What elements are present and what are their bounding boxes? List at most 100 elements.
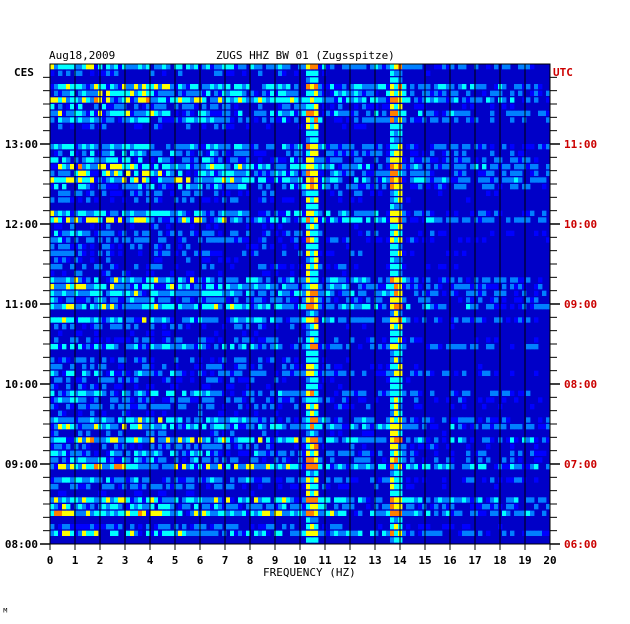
heatmap-cell (262, 477, 267, 483)
heatmap-cell (534, 304, 539, 310)
heatmap-cell (438, 184, 443, 190)
heatmap-cell (466, 217, 471, 223)
heatmap-cell (422, 304, 427, 310)
heatmap-cell (358, 157, 363, 163)
heatmap-cell (226, 164, 231, 170)
heatmap-cell (134, 90, 139, 96)
heatmap-cell (542, 144, 547, 150)
heatmap-cell (50, 104, 55, 110)
heatmap-cell (274, 450, 279, 456)
heatmap-cell (74, 497, 79, 503)
heatmap-cell (54, 250, 59, 256)
heatmap-cell (330, 104, 335, 110)
heatmap-cell (330, 177, 335, 183)
heatmap-cell (158, 524, 163, 530)
heatmap-cell (290, 304, 295, 310)
heatmap-cell (306, 537, 311, 543)
heatmap-cell (190, 377, 195, 383)
heatmap-cell (162, 410, 167, 416)
heatmap-cell (534, 317, 539, 323)
heatmap-cell (306, 337, 311, 343)
heatmap-cell (182, 250, 187, 256)
heatmap-cell (406, 144, 411, 150)
heatmap-cell (54, 150, 59, 156)
heatmap-cell (462, 217, 467, 223)
heatmap-cell (182, 397, 187, 403)
heatmap-cell (50, 144, 55, 150)
heatmap-cell (350, 370, 355, 376)
heatmap-cell (234, 464, 239, 470)
heatmap-cell (314, 517, 319, 523)
heatmap-cell (154, 150, 159, 156)
heatmap-cell (146, 230, 151, 236)
heatmap-cell (314, 430, 319, 436)
heatmap-cell (74, 290, 79, 296)
heatmap-cell (170, 177, 175, 183)
heatmap-cell (190, 390, 195, 396)
heatmap-cell (406, 424, 411, 430)
heatmap-cell (330, 397, 335, 403)
heatmap-cell (174, 197, 179, 203)
heatmap-cell (346, 90, 351, 96)
heatmap-cell (402, 337, 407, 343)
heatmap-cell (406, 497, 411, 503)
heatmap-cell (210, 510, 215, 516)
heatmap-cell (286, 497, 291, 503)
heatmap-cell (122, 210, 127, 216)
heatmap-cell (226, 177, 231, 183)
heatmap-cell (270, 444, 275, 450)
heatmap-cell (462, 150, 467, 156)
heatmap-cell (434, 510, 439, 516)
heatmap-cell (422, 170, 427, 176)
heatmap-cell (410, 277, 415, 283)
heatmap-cell (58, 150, 63, 156)
heatmap-cell (54, 464, 59, 470)
heatmap-cell (338, 370, 343, 376)
heatmap-cell (214, 190, 219, 196)
heatmap-cell (486, 530, 491, 536)
heatmap-cell (50, 530, 55, 536)
heatmap-cell (386, 464, 391, 470)
heatmap-cell (206, 170, 211, 176)
heatmap-cell (294, 417, 299, 423)
heatmap-cell (166, 444, 171, 450)
heatmap-cell (54, 224, 59, 230)
heatmap-cell (522, 164, 527, 170)
heatmap-cell (346, 397, 351, 403)
heatmap-cell (194, 524, 199, 530)
heatmap-cell (338, 144, 343, 150)
heatmap-cell (86, 444, 91, 450)
heatmap-cell (234, 184, 239, 190)
heatmap-cell (134, 144, 139, 150)
heatmap-cell (82, 384, 87, 390)
heatmap-cell (414, 497, 419, 503)
heatmap-cell (214, 84, 219, 90)
heatmap-cell (162, 284, 167, 290)
heatmap-cell (74, 424, 79, 430)
heatmap-cell (94, 344, 99, 350)
heatmap-cell (534, 90, 539, 96)
heatmap-cell (294, 390, 299, 396)
heatmap-cell (214, 104, 219, 110)
heatmap-cell (226, 317, 231, 323)
heatmap-cell (274, 504, 279, 510)
heatmap-cell (94, 384, 99, 390)
heatmap-cell (458, 177, 463, 183)
heatmap-cell (170, 184, 175, 190)
heatmap-cell (114, 297, 119, 303)
heatmap-cell (182, 144, 187, 150)
heatmap-cell (250, 370, 255, 376)
heatmap-cell (146, 270, 151, 276)
heatmap-cell (286, 177, 291, 183)
heatmap-cell (306, 470, 311, 476)
heatmap-cell (322, 297, 327, 303)
heatmap-cell (210, 97, 215, 103)
heatmap-cell (250, 164, 255, 170)
heatmap-cell (246, 444, 251, 450)
heatmap-cell (206, 317, 211, 323)
heatmap-cell (470, 297, 475, 303)
heatmap-cell (306, 244, 311, 250)
heatmap-cell (130, 377, 135, 383)
heatmap-cell (250, 457, 255, 463)
heatmap-cell (462, 404, 467, 410)
